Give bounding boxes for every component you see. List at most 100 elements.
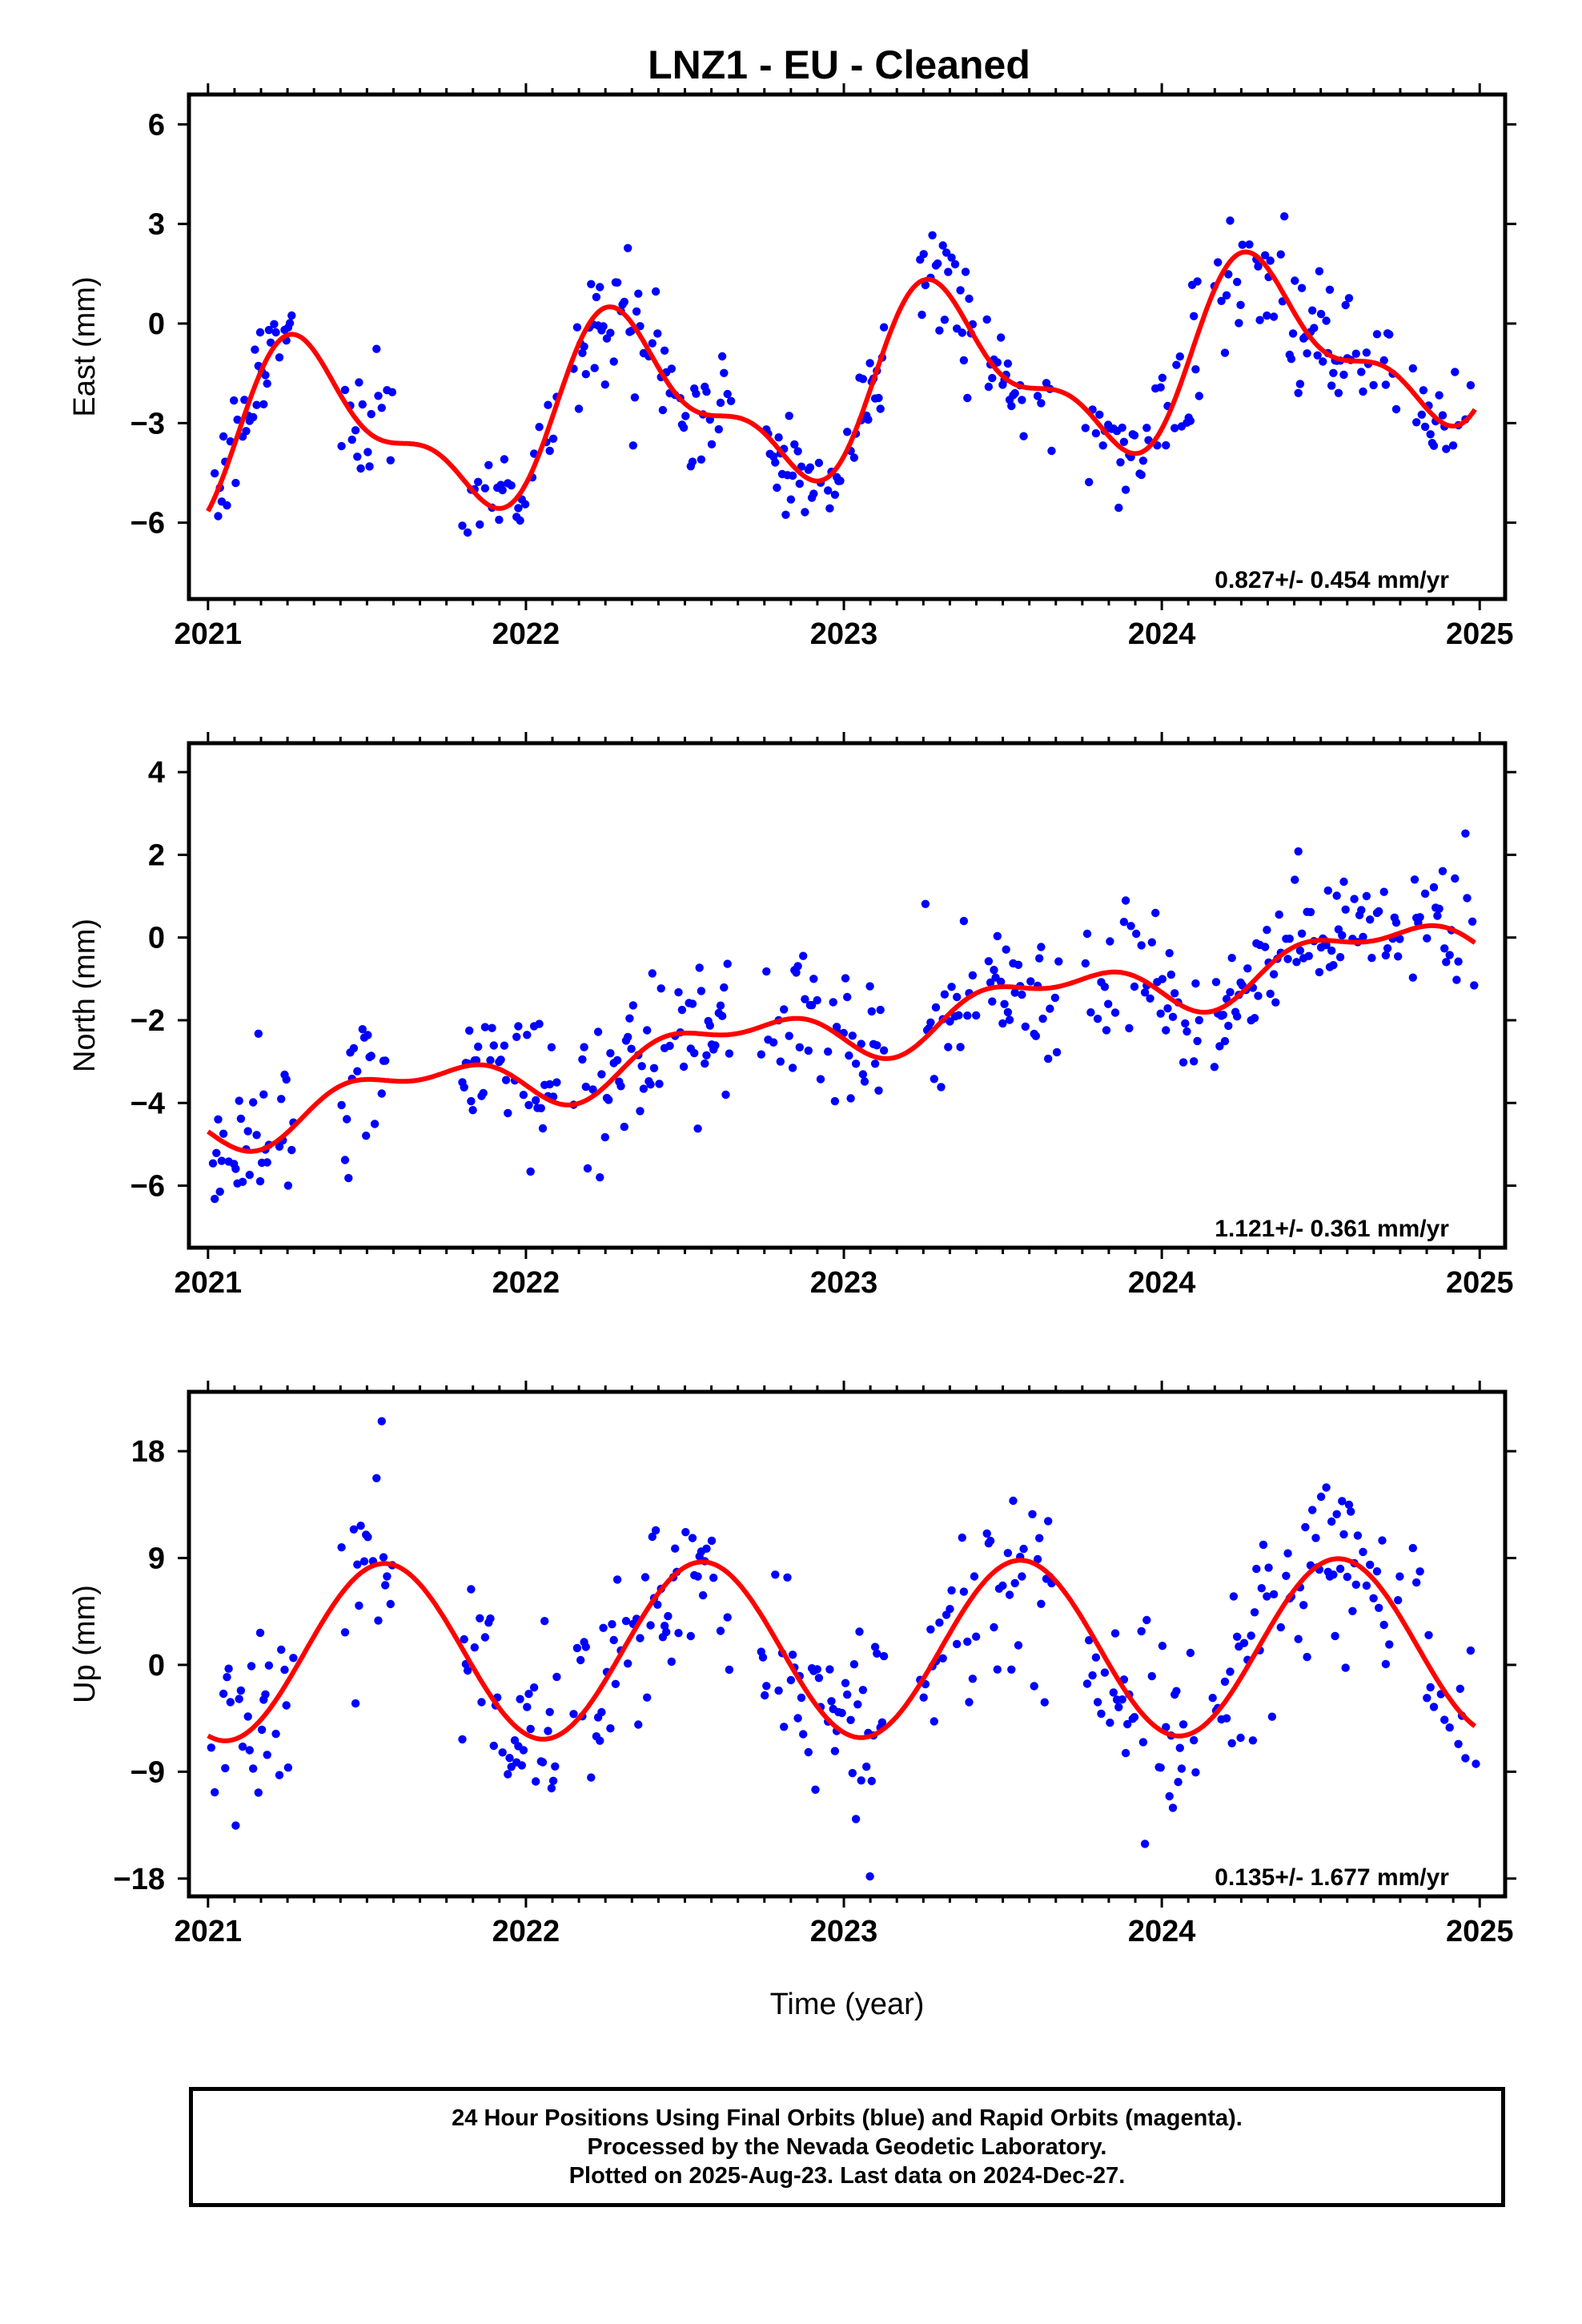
data-point xyxy=(1327,1517,1336,1526)
data-point xyxy=(596,283,604,292)
data-point xyxy=(1334,388,1343,397)
data-point xyxy=(1420,422,1430,432)
data-point xyxy=(535,423,544,432)
data-point xyxy=(219,1689,228,1699)
data-point xyxy=(1046,1004,1054,1013)
data-point xyxy=(363,448,372,456)
data-point xyxy=(946,1605,954,1614)
data-point xyxy=(1156,1009,1165,1018)
data-point xyxy=(476,520,484,529)
data-point xyxy=(249,1098,258,1107)
data-point xyxy=(921,280,930,290)
data-point xyxy=(282,1075,291,1084)
data-point xyxy=(207,1743,215,1752)
x-tick-label: 2024 xyxy=(1128,617,1196,651)
data-point xyxy=(1266,989,1275,999)
data-point xyxy=(1037,399,1046,408)
footer-line-1: 24 Hour Positions Using Final Orbits (bl… xyxy=(452,2105,1243,2131)
data-point xyxy=(624,1032,632,1042)
data-point xyxy=(249,1764,258,1773)
data-point xyxy=(841,974,850,983)
data-point xyxy=(512,1032,521,1042)
data-point xyxy=(1261,251,1270,259)
data-point xyxy=(377,1089,386,1098)
data-point xyxy=(480,484,490,493)
data-point xyxy=(612,278,622,287)
data-point xyxy=(1322,316,1331,325)
data-point xyxy=(849,453,859,462)
data-point xyxy=(592,292,601,302)
data-point xyxy=(1463,894,1472,903)
data-point xyxy=(1448,441,1458,450)
data-point xyxy=(1195,392,1204,400)
data-point xyxy=(1322,940,1331,950)
data-point xyxy=(771,1570,780,1579)
data-point xyxy=(799,951,808,960)
data-point xyxy=(627,1044,636,1053)
data-point xyxy=(467,1585,476,1594)
data-point xyxy=(1110,1629,1120,1638)
data-point xyxy=(928,231,937,239)
data-point xyxy=(679,1062,689,1072)
data-point xyxy=(1211,978,1221,987)
x-tick-label: 2021 xyxy=(175,617,243,651)
data-point xyxy=(1174,1778,1182,1787)
data-point xyxy=(813,995,821,1005)
data-point xyxy=(1007,1665,1016,1674)
data-point xyxy=(1003,1007,1013,1017)
data-point xyxy=(1002,945,1010,954)
data-point xyxy=(261,1690,270,1699)
data-point xyxy=(224,1664,233,1673)
data-point xyxy=(664,1611,673,1621)
data-point xyxy=(477,1698,486,1707)
data-point xyxy=(1263,311,1271,320)
data-point xyxy=(1385,1640,1394,1649)
data-point xyxy=(363,1031,372,1039)
data-point xyxy=(1033,392,1042,400)
data-point xyxy=(1093,1698,1102,1707)
data-point xyxy=(1472,1759,1480,1768)
data-point xyxy=(458,521,467,530)
data-point xyxy=(569,1710,578,1719)
data-point xyxy=(843,1690,852,1699)
data-point xyxy=(489,1041,498,1050)
rate-annotation: 1.121+/- 0.361 mm/yr xyxy=(1215,1216,1449,1242)
data-point xyxy=(797,1693,806,1703)
data-point xyxy=(486,1614,495,1623)
data-point xyxy=(1438,866,1447,876)
data-point xyxy=(1035,954,1044,963)
data-point xyxy=(1267,1712,1277,1721)
data-point xyxy=(634,289,643,298)
data-point xyxy=(785,412,793,420)
data-point xyxy=(351,1699,360,1708)
data-point xyxy=(723,389,732,399)
data-point xyxy=(1104,999,1113,1008)
data-point xyxy=(1028,1510,1037,1519)
data-point xyxy=(688,1534,697,1542)
data-point xyxy=(848,1031,857,1040)
data-point xyxy=(1054,957,1063,966)
data-point xyxy=(940,316,950,324)
data-point xyxy=(1168,1012,1178,1022)
data-point xyxy=(215,1187,224,1196)
data-point xyxy=(990,1622,998,1632)
data-point xyxy=(1351,349,1361,358)
data-point xyxy=(858,1070,868,1079)
y-tick-label: −18 xyxy=(114,1863,165,1896)
data-point xyxy=(547,1043,556,1051)
x-tick-label: 2021 xyxy=(175,1266,243,1300)
data-point xyxy=(523,1703,532,1711)
data-point xyxy=(1125,1023,1134,1033)
data-point xyxy=(1250,1608,1259,1617)
data-point xyxy=(355,1601,363,1610)
data-point xyxy=(545,1080,554,1089)
data-point xyxy=(1191,1768,1200,1777)
data-point xyxy=(1442,444,1451,453)
data-point xyxy=(865,1872,874,1881)
data-point xyxy=(865,982,874,991)
data-point xyxy=(340,1156,350,1164)
data-point xyxy=(947,1586,956,1595)
data-point xyxy=(238,1742,247,1751)
data-point xyxy=(1248,1736,1258,1745)
